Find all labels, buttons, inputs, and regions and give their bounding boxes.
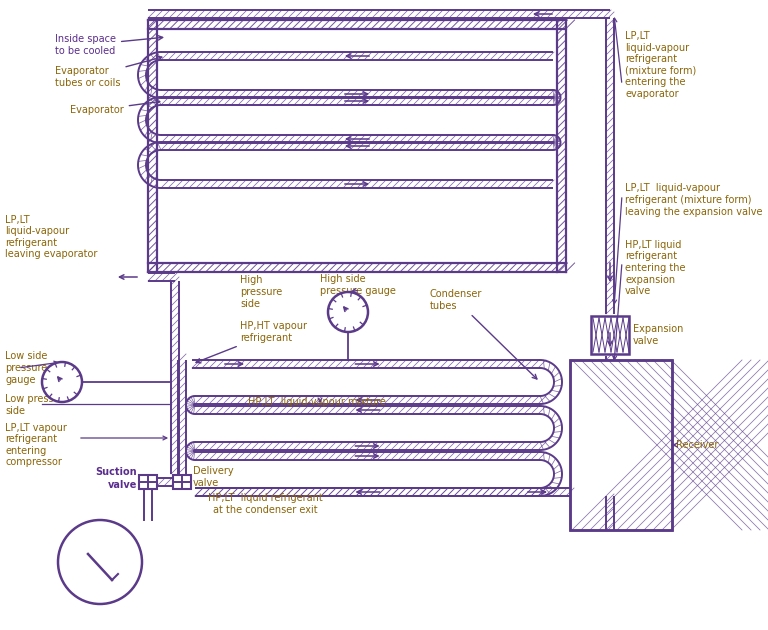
Bar [570, 360, 672, 530]
Text: Compressor: Compressor [73, 546, 127, 554]
Text: Inside space
to be cooled: Inside space to be cooled [55, 34, 163, 56]
Text: valve: valve [108, 480, 137, 490]
Text: HP,LT  liquid refrigerant
at the condenser exit: HP,LT liquid refrigerant at the condense… [207, 493, 323, 515]
Text: HP,LT liquid
refrigerant
entering the
expansion
valve: HP,LT liquid refrigerant entering the ex… [625, 240, 686, 296]
Text: Evaporator
tubes or coils: Evaporator tubes or coils [55, 56, 162, 88]
Text: LP,LT  liquid-vapour
refrigerant (mixture form)
leaving the expansion valve: LP,LT liquid-vapour refrigerant (mixture… [625, 183, 763, 217]
Text: HP,LT  liquid-vapour mixture: HP,LT liquid-vapour mixture [248, 397, 386, 407]
Text: Evaporator: Evaporator [70, 100, 160, 115]
Text: LP,LT vapour
refrigerant
entering
compressor: LP,LT vapour refrigerant entering compre… [5, 423, 67, 467]
Circle shape [58, 520, 142, 604]
Text: LP,LT
liquid-vapour
refrigerant
leaving evaporator: LP,LT liquid-vapour refrigerant leaving … [5, 215, 98, 260]
Bar [139, 475, 157, 489]
Circle shape [328, 292, 368, 332]
Bar [591, 316, 629, 354]
Text: LP,LT
liquid-vapour
refrigerant
(mixture form)
entering the
evaporator: LP,LT liquid-vapour refrigerant (mixture… [625, 31, 697, 99]
Text: High
pressure
side: High pressure side [240, 275, 283, 309]
Text: Expansion
valve: Expansion valve [633, 324, 684, 346]
Text: Low pressure
side: Low pressure side [5, 394, 70, 416]
Text: Low side
pressure
gauge: Low side pressure gauge [5, 352, 48, 384]
Text: Suction: Suction [95, 467, 137, 477]
Text: Receiver: Receiver [676, 440, 718, 450]
Text: HP,HT vapour
refrigerant: HP,HT vapour refrigerant [196, 321, 307, 363]
Bar [570, 360, 672, 530]
Text: High side
pressure gauge: High side pressure gauge [320, 274, 396, 296]
Bar [173, 475, 191, 489]
Text: Condenser
tubes: Condenser tubes [430, 289, 537, 379]
Text: Delivery
valve: Delivery valve [193, 466, 233, 488]
Circle shape [42, 362, 82, 402]
